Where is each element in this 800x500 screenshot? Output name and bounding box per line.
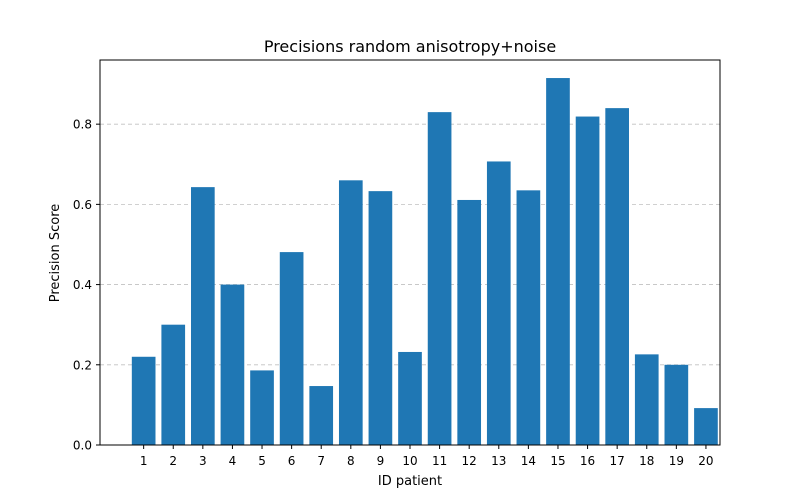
y-tick-label: 0.2 (73, 358, 92, 372)
x-tick-label: 2 (169, 454, 177, 468)
x-tick-label: 3 (199, 454, 207, 468)
x-tick-label: 7 (317, 454, 325, 468)
x-tick-label: 11 (432, 454, 447, 468)
x-tick-label: 20 (698, 454, 713, 468)
x-tick-label: 15 (550, 454, 565, 468)
x-axis-label: ID patient (378, 474, 442, 489)
y-axis-label: Precision Score (48, 204, 63, 303)
bar-patient-14 (516, 190, 541, 445)
bar-patient-16 (575, 116, 600, 445)
x-tick-label: 5 (258, 454, 266, 468)
x-tick-label: 12 (462, 454, 477, 468)
bar-patient-7 (309, 386, 334, 445)
x-tick-label: 16 (580, 454, 595, 468)
bar-patient-5 (250, 370, 274, 445)
x-axis-ticks: 1 2 3 4 5 6 7 8 9 10 11 12 13 14 15 16 17 18 19 20 (140, 445, 714, 468)
x-tick-label: 10 (402, 454, 417, 468)
y-tick-label: 0.4 (73, 278, 92, 292)
bar-patient-20 (694, 408, 718, 445)
x-tick-label: 13 (491, 454, 506, 468)
y-tick-label: 0.6 (73, 198, 92, 212)
x-tick-label: 18 (639, 454, 654, 468)
y-tick-label: 0.0 (73, 439, 92, 453)
x-tick-label: 1 (140, 454, 148, 468)
y-tick-label: 0.8 (73, 118, 92, 132)
x-tick-label: 19 (669, 454, 684, 468)
chart-title: Precisions random anisotropy+noise (264, 37, 556, 56)
bar-patient-3 (191, 187, 215, 446)
x-tick-label: 8 (347, 454, 355, 468)
bar-patient-19 (664, 364, 689, 445)
bar-patient-15 (546, 78, 570, 445)
bar-patient-2 (161, 324, 186, 445)
x-tick-label: 4 (229, 454, 237, 468)
bar-patient-13 (486, 161, 511, 445)
bar-patient-8 (338, 180, 363, 445)
bar-patient-1 (131, 356, 156, 445)
bar-patient-18 (634, 354, 659, 445)
bar-patient-12 (457, 199, 482, 445)
bars (131, 78, 718, 446)
bar-patient-10 (398, 351, 422, 445)
x-tick-label: 17 (610, 454, 625, 468)
bar-patient-9 (368, 191, 393, 445)
x-tick-label: 14 (521, 454, 536, 468)
y-axis-ticks: 0.0 0.2 0.4 0.6 0.8 (73, 118, 100, 453)
bar-patient-11 (427, 112, 452, 446)
bar-patient-4 (220, 284, 245, 445)
x-tick-label: 9 (377, 454, 385, 468)
bar-patient-17 (605, 108, 629, 445)
x-tick-label: 6 (288, 454, 296, 468)
bar-patient-6 (279, 252, 304, 445)
